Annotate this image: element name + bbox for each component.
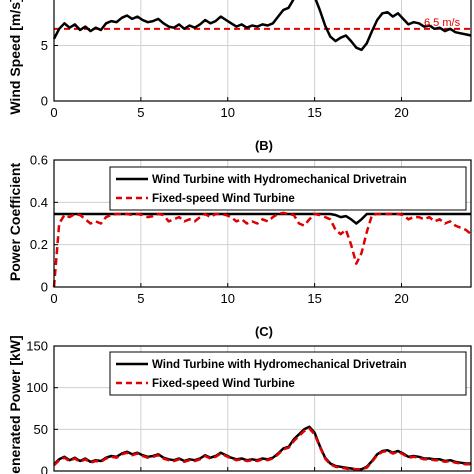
panel-b-title: (B)	[255, 138, 273, 153]
y-tick-label: 50	[34, 422, 48, 437]
y-tick-label: 0.4	[30, 195, 48, 210]
x-tick-label: 0	[50, 105, 57, 120]
y-tick-label: 0	[41, 94, 48, 109]
y-tick-label: 150	[26, 339, 48, 354]
y-tick-label: 5	[41, 38, 48, 53]
y-tick-label: 0	[41, 280, 48, 295]
y-tick-label: 100	[26, 380, 48, 395]
y-tick-label: 0.2	[30, 237, 48, 252]
series-line-1	[53, 425, 471, 471]
series-line-2	[52, 211, 472, 288]
legend-label-hydromechanical: Wind Turbine with Hydromechanical Drivet…	[152, 174, 407, 186]
series-line-1	[52, 0, 472, 52]
x-tick-label: 15	[307, 105, 321, 120]
x-tick-label: 5	[137, 291, 144, 306]
legend-label-hydromechanical: Wind Turbine with Hydromechanical Drivet…	[152, 359, 407, 371]
legend-label-fixed-speed: Fixed-speed Wind Turbine	[152, 378, 295, 390]
y-tick-label: 0	[41, 464, 48, 474]
series-line-2	[53, 427, 471, 471]
panel-c-generated-power: (C) Generated Power [kW] Wind Turbine wi…	[7, 324, 467, 474]
axes-frame	[53, 159, 472, 288]
x-tick-label: 10	[221, 105, 235, 120]
panel-c-ylabel: Generated Power [kW]	[7, 335, 23, 474]
x-tick-label: 20	[394, 105, 408, 120]
panel-c-legend: Wind Turbine with Hydromechanical Drivet…	[109, 351, 467, 396]
y-tick-label: 0.6	[30, 153, 48, 168]
panel-a-ylabel: Wind Speed [m/s]	[7, 0, 23, 115]
legend-box	[109, 166, 467, 211]
legend-box	[109, 351, 467, 396]
x-tick-label: 0	[50, 291, 57, 306]
panel-b-legend: Wind Turbine with Hydromechanical Drivet…	[109, 166, 467, 211]
x-tick-label: 5	[137, 105, 144, 120]
panel-b-power-coefficient: (B) Power Coefficient Wind Turbine with …	[7, 138, 467, 282]
x-tick-label: 20	[394, 291, 408, 306]
axes-frame	[53, 345, 472, 472]
panel-a-wind-speed: Wind Speed [m/s] 6.5 m/s	[7, 0, 461, 115]
panel-a-plot-area: 0 5 10 15 20 0 5	[41, 0, 472, 120]
axes-frame	[53, 0, 472, 102]
reference-line-annotation: 6.5 m/s	[424, 17, 461, 29]
panel-c-title: (C)	[255, 324, 273, 339]
x-tick-label: 15	[307, 291, 321, 306]
x-tick-label: 10	[221, 291, 235, 306]
panel-c-plot-area: 0 50 100 150	[26, 339, 472, 474]
legend-label-fixed-speed: Fixed-speed Wind Turbine	[152, 193, 295, 205]
panel-b-ylabel: Power Coefficient	[7, 163, 23, 282]
